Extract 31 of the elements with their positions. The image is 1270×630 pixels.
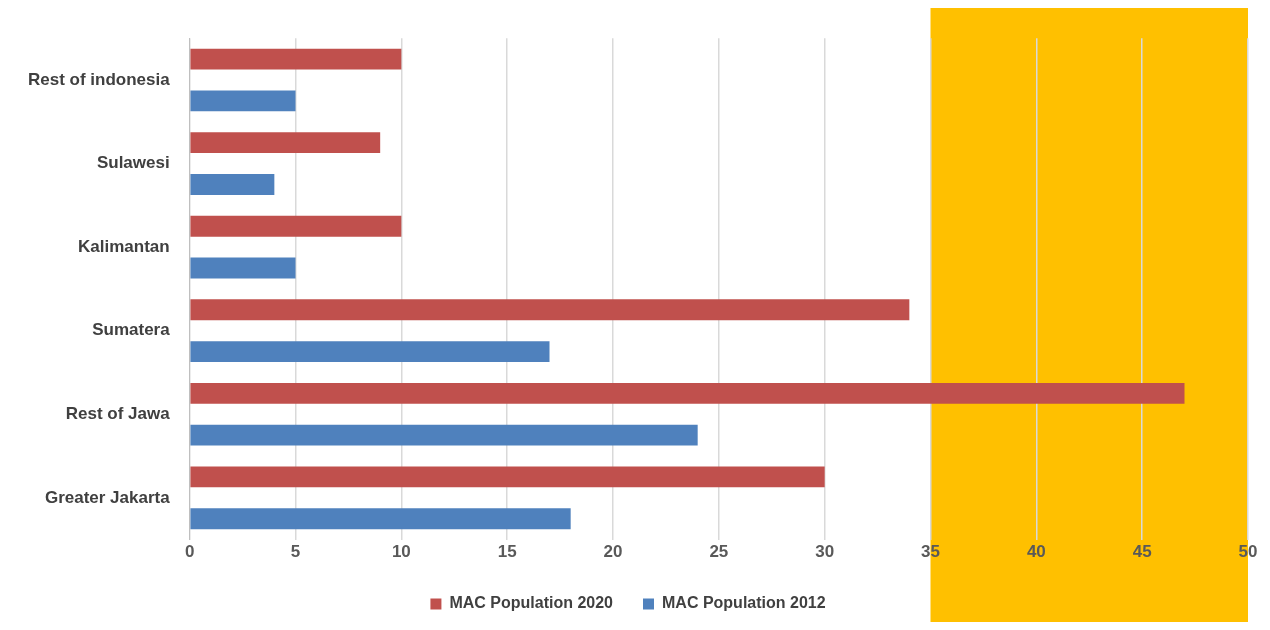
bar bbox=[190, 382, 1185, 404]
bar bbox=[190, 424, 698, 446]
bar bbox=[190, 48, 402, 70]
bar bbox=[190, 257, 296, 279]
x-tick-label: 0 bbox=[184, 542, 195, 562]
x-tick-label: 40 bbox=[1026, 542, 1046, 562]
x-tick-label: 50 bbox=[1238, 542, 1258, 562]
bar bbox=[190, 132, 381, 154]
y-tick-label: Sulawesi bbox=[96, 153, 170, 173]
y-tick-label: Rest of Jawa bbox=[65, 403, 171, 423]
bar bbox=[190, 341, 550, 363]
bar bbox=[190, 299, 910, 321]
y-tick-label: Sumatera bbox=[92, 320, 171, 340]
bar bbox=[190, 215, 402, 237]
x-tick-label: 45 bbox=[1132, 542, 1152, 562]
x-tick-label: 5 bbox=[290, 542, 301, 562]
x-tick-label: 10 bbox=[391, 542, 411, 562]
bar bbox=[190, 508, 571, 530]
y-tick-label: Rest of indonesia bbox=[28, 69, 171, 89]
x-tick-label: 25 bbox=[709, 542, 729, 562]
y-tick-label: Kalimantan bbox=[78, 236, 170, 256]
legend-label: MAC Population 2012 bbox=[662, 594, 826, 612]
y-tick-label: Greater Jakarta bbox=[44, 487, 171, 507]
bar bbox=[190, 174, 275, 195]
x-tick-label: 20 bbox=[603, 542, 623, 562]
x-tick-label: 35 bbox=[921, 542, 940, 562]
bar bbox=[190, 466, 825, 488]
bar bbox=[190, 90, 296, 112]
x-tick-label: 30 bbox=[815, 542, 835, 562]
legend-label: MAC Population 2020 bbox=[449, 594, 614, 612]
x-tick-label: 15 bbox=[497, 542, 517, 562]
